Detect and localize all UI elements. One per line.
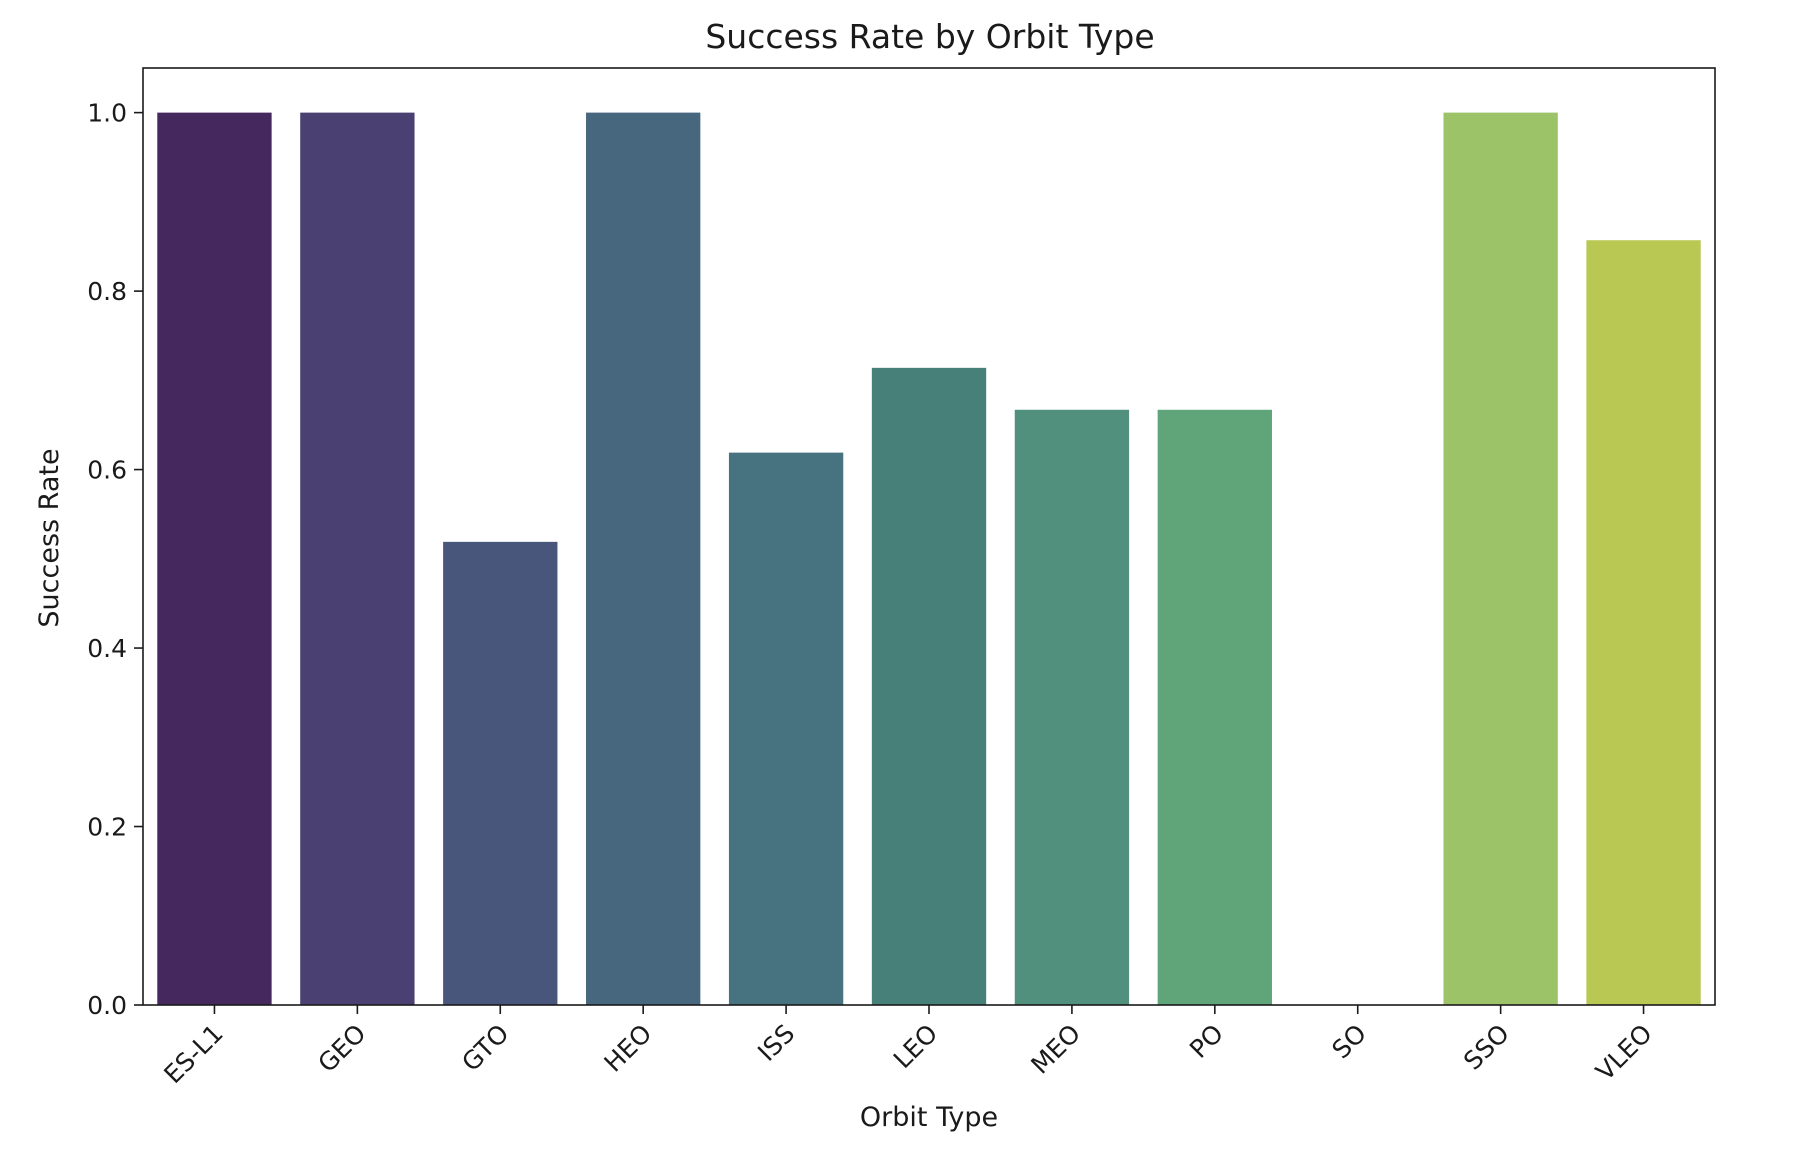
y-tick-label: 1.0 bbox=[87, 99, 127, 128]
x-tick-label-po: PO bbox=[1184, 1019, 1229, 1064]
bar-gto bbox=[443, 541, 558, 1005]
bar-geo bbox=[300, 112, 415, 1006]
bar-heo bbox=[586, 112, 701, 1006]
bar-es-l1 bbox=[157, 112, 272, 1006]
bar-po bbox=[1157, 409, 1272, 1005]
bars-layer bbox=[157, 112, 1701, 1006]
bar-iss bbox=[728, 452, 844, 1005]
y-tick-label: 0.4 bbox=[87, 634, 127, 663]
y-tick-label: 0.2 bbox=[87, 813, 127, 842]
bar-leo bbox=[871, 367, 987, 1006]
x-tick-label-gto: GTO bbox=[456, 1019, 514, 1077]
bar-meo bbox=[1014, 409, 1130, 1005]
x-tick-label-es-l1: ES-L1 bbox=[158, 1019, 228, 1089]
x-tick-label-iss: ISS bbox=[752, 1019, 800, 1067]
y-tick-label: 0.6 bbox=[87, 456, 127, 485]
y-tick-label: 0.0 bbox=[87, 991, 127, 1020]
x-tick-label-so: SO bbox=[1326, 1019, 1372, 1065]
chart-title: Success Rate by Orbit Type bbox=[705, 17, 1154, 56]
bar-sso bbox=[1443, 112, 1558, 1006]
x-tick-label-leo: LEO bbox=[888, 1019, 943, 1074]
bar-vleo bbox=[1586, 240, 1701, 1006]
x-tick-label-vleo: VLEO bbox=[1590, 1019, 1658, 1087]
x-tick-label-geo: GEO bbox=[312, 1019, 371, 1078]
x-tick-label-sso: SSO bbox=[1458, 1019, 1515, 1076]
x-tick-label-meo: MEO bbox=[1025, 1019, 1086, 1080]
x-axis-label: Orbit Type bbox=[860, 1102, 998, 1133]
y-tick-label: 0.8 bbox=[87, 277, 127, 306]
x-tick-label-heo: HEO bbox=[599, 1019, 658, 1078]
y-axis-label: Success Rate bbox=[34, 448, 65, 627]
